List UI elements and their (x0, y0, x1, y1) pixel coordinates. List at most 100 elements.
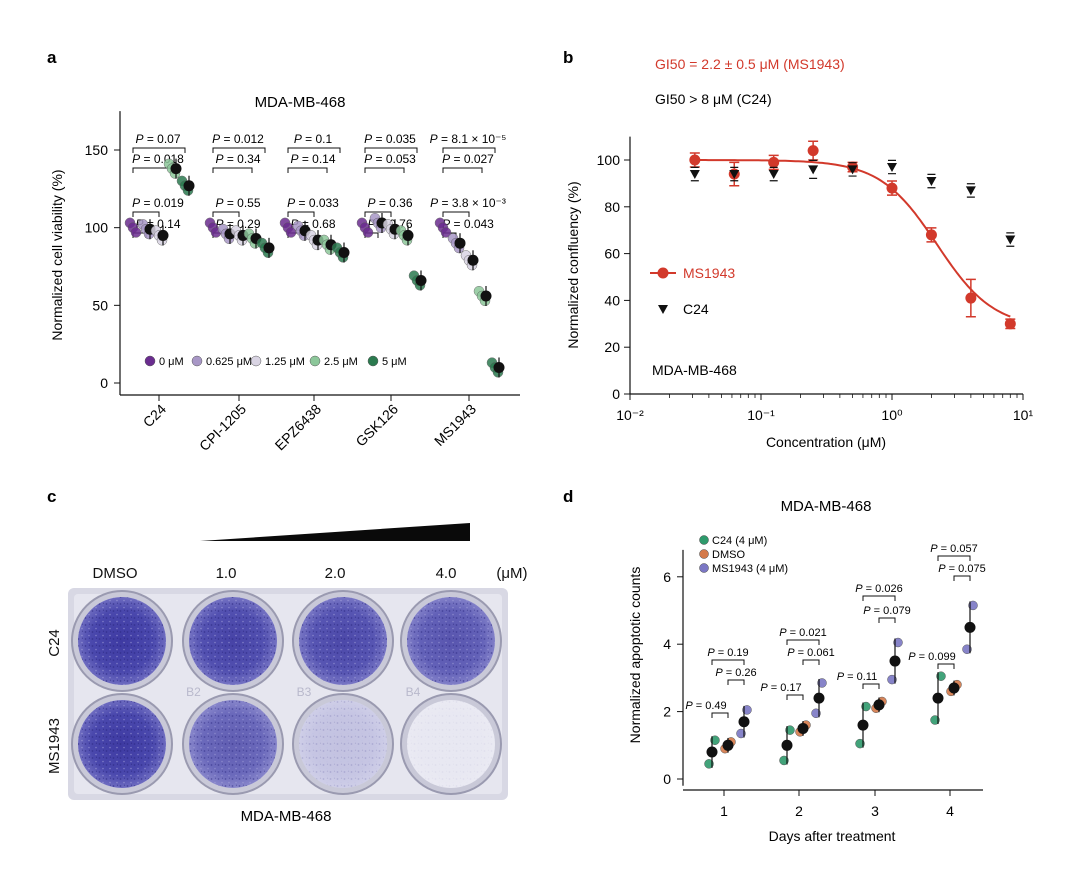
plate-inner (74, 594, 502, 794)
panel-b-xtick-label-1: 10⁻¹ (747, 407, 775, 423)
panel-a-pvalue-4-0: P = 8.1 × 10⁻⁵ (430, 132, 507, 146)
panel-d-rep-point-2-0-2 (861, 701, 871, 712)
panel-b-marks (689, 140, 1016, 330)
panel-a-pvalue-3-0: P = 0.035 (364, 132, 416, 146)
panel-d-pvalue-1-1: P = 0.061 (787, 647, 834, 659)
panel-d-mean-point-2-2 (889, 655, 901, 667)
panel-a-bracket-4-1 (442, 167, 483, 173)
panel-d-ylabel: Normalized apoptotic counts (627, 567, 643, 744)
plate-wells: B2 B3 B4 (71, 590, 502, 795)
panel-d-rep-point-0-0-2 (710, 735, 720, 745)
panel-d-legend-marker-2 (699, 563, 709, 573)
panel-b-c24-errorbar-2 (769, 166, 778, 182)
panel-d-bracket-0-2 (711, 712, 729, 718)
panel-a-bracket-1-2 (212, 211, 240, 217)
plate-well-texture-1-1 (189, 700, 277, 788)
panel-d-pvalue-1-2: P = 0.17 (760, 682, 801, 694)
plate-row-label-1: MS1943 (46, 718, 63, 774)
panel-b-fit-curve (692, 159, 1011, 318)
panel-a-ytick-label-2: 100 (85, 220, 109, 236)
panel-a-legend-label-3: 2.5 μM (324, 356, 358, 368)
panel-b-legend-label-c24: C24 (683, 301, 709, 317)
panel-d-pvalue-2-1: P = 0.079 (863, 605, 910, 617)
panel-a-chart: MDA-MB-468 Normalized cell viability (%)… (49, 94, 520, 454)
panel-d-bracket-3-1 (953, 575, 971, 581)
panel-a-pvalue-3-2: P = 0.36 (367, 196, 412, 210)
panel-b-legend-label-ms1943: MS1943 (683, 265, 735, 281)
panel-a-pvalue-3-1: P = 0.053 (364, 152, 416, 166)
panel-d-rep-point-0-0-0 (704, 759, 714, 769)
panel-d-mean-point-0-1 (722, 739, 734, 751)
panel-b-ms1943-point-3 (807, 145, 819, 157)
plate-well-label-2: B4 (406, 685, 421, 699)
panel-d-marks (704, 600, 978, 769)
panel-b-ms1943-point-5 (886, 182, 898, 194)
panel-b-c24-point-6 (926, 177, 937, 187)
panel-a-rep-point-3-0-2 (362, 227, 374, 238)
panel-d-legend: C24 (4 μM) DMSO MS1943 (4 μM) (699, 535, 788, 575)
panel-a-bracket-4-2 (442, 211, 470, 217)
panel-a-legend-label-4: 5 μM (382, 356, 407, 368)
panel-b-c24-errorbar-3 (809, 159, 818, 179)
panel-d-ytick-label-1: 2 (663, 704, 671, 720)
panel-d-bracket-1-1 (802, 659, 820, 665)
panel-d-rep-point-0-2-0 (736, 728, 746, 739)
panel-b-c24-point-2 (768, 170, 779, 180)
panel-d-rep-point-3-2-2 (968, 600, 978, 611)
panel-b-ms1943-point-0 (689, 154, 701, 166)
panel-b-ytick-label-3: 60 (604, 246, 620, 262)
panel-a-rep-point-2-0-2 (285, 227, 297, 238)
panel-a-legend-marker-0 (144, 355, 156, 367)
panel-b-c24-point-8 (1005, 235, 1016, 245)
panel-d-rep-point-1-0-2 (785, 725, 795, 735)
panel-label-a: a (47, 48, 57, 67)
panel-a-mean-point-1-4 (263, 242, 275, 254)
panel-b-c24-point-7 (965, 186, 976, 196)
panel-c-plate-image: DMSO 1.0 2.0 4.0 (μM) B2 B3 B4 C24 MS1943 … (46, 523, 528, 825)
panel-d-xtick-label-3: 4 (946, 803, 954, 819)
panel-d-rep-point-0-2-2 (742, 705, 752, 715)
panel-b-chart: GI50 = 2.2 ± 0.5 μM (MS1943) GI50 > 8 μM… (565, 56, 1033, 450)
panel-d-bracket-0-0 (711, 659, 745, 665)
panel-b-cellline: MDA-MB-468 (652, 362, 737, 378)
panel-b-ytick-label-1: 20 (604, 339, 620, 355)
panel-a-xtick-label-4: MS1943 (431, 401, 479, 449)
panel-d-chart: MDA-MB-468 Days after treatment Normaliz… (627, 498, 986, 844)
panel-label-d: d (563, 487, 573, 506)
panel-d-bracket-1-2 (786, 694, 804, 700)
panel-a-mean-point-4-2 (467, 254, 479, 266)
panel-a-mean-point-4-1 (454, 237, 466, 249)
panel-a-ytick-label-3: 150 (85, 142, 109, 158)
panel-d-pvalue-0-0: P = 0.19 (707, 647, 748, 659)
panel-a-bracket-2-2 (287, 211, 315, 217)
panel-a-bracket-1-1 (212, 167, 253, 173)
panel-b-c24-point-5 (887, 163, 897, 173)
panel-d-bracket-2-1 (878, 617, 896, 623)
panel-label-c: c (47, 487, 56, 506)
plate-col-label-1: 1.0 (216, 565, 237, 582)
panel-b-legend-marker-c24 (658, 305, 668, 314)
panel-d-bracket-0-1 (727, 679, 745, 685)
panel-d-bracket-3-0 (937, 555, 971, 561)
panel-d-rep-point-1-0-0 (779, 755, 789, 766)
panel-a-pvalue-1-2: P = 0.55 (215, 196, 260, 210)
panel-a-xtick-label-1: CPI-1205 (196, 401, 249, 454)
panel-d-rep-point-2-2-0 (887, 674, 897, 685)
panel-d-rep-point-1-2-2 (817, 678, 827, 688)
panel-a-legend-marker-3 (309, 355, 321, 367)
panel-a-legend-marker-2 (250, 355, 262, 367)
panel-b-legend-marker-ms1943 (657, 267, 669, 279)
panel-a-rep-point-4-0-2 (440, 227, 452, 238)
panel-a-legend-label-2: 1.25 μM (265, 356, 305, 368)
panel-a-legend-label-1: 0.625 μM (206, 356, 252, 368)
panel-label-b: b (563, 48, 573, 67)
plate-caption: MDA-MB-468 (241, 808, 332, 825)
plate-well-texture-0-1 (189, 597, 277, 685)
panel-a-bracket-3-0 (364, 147, 418, 153)
panel-a-bracket-1-0 (212, 147, 266, 153)
panel-b-c24-errorbar-7 (966, 183, 975, 198)
panel-b-xtick-label-0: 10⁻² (616, 407, 644, 423)
panel-a-mean-point-3-4 (415, 274, 427, 286)
plate-well-texture-0-2 (299, 597, 387, 685)
plate-unit-label: (μM) (496, 565, 527, 582)
